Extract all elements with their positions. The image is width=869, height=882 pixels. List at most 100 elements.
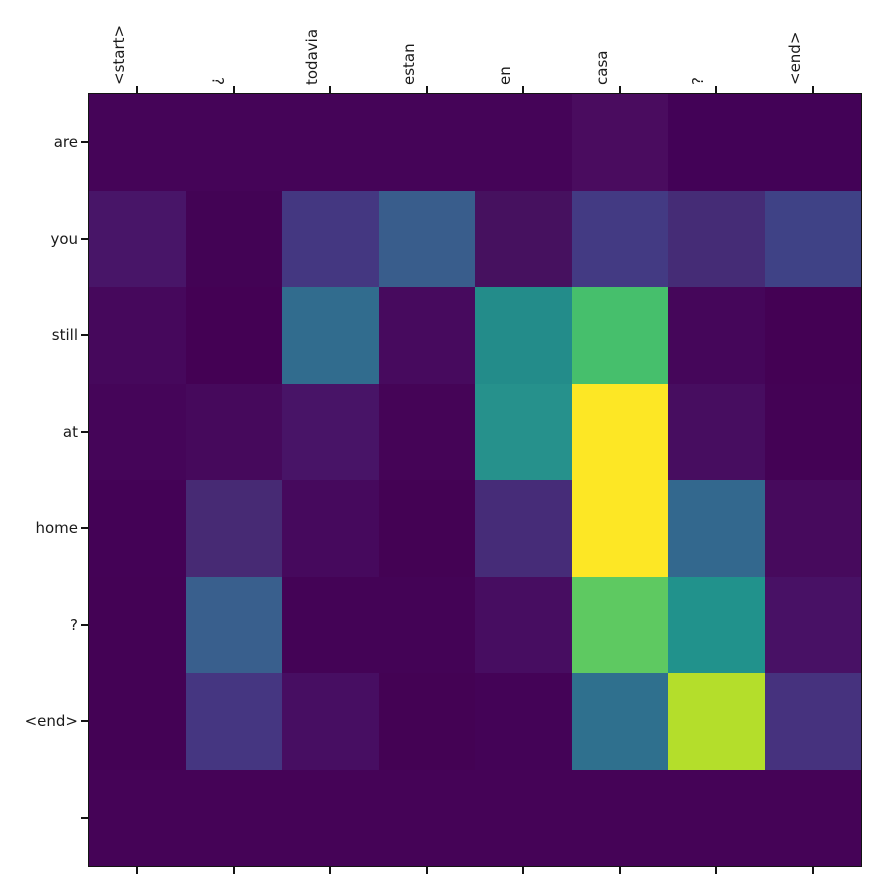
y-tick-label: [0, 809, 78, 827]
heatmap-cell: [571, 190, 668, 287]
heatmap-cell: [668, 190, 765, 287]
heatmap-cell: [282, 383, 379, 480]
axis-tick: [81, 430, 88, 433]
axis-tick: [811, 867, 814, 874]
heatmap-cell: [378, 287, 475, 384]
heatmap-cell: [764, 190, 861, 287]
heatmap-cell: [378, 673, 475, 770]
heatmap-cell: [185, 287, 282, 384]
y-tick-label: ?: [70, 615, 78, 634]
y-tick-label: are: [53, 133, 78, 152]
x-tick-label: casa: [592, 50, 611, 85]
axis-tick: [81, 720, 88, 723]
heatmap-cell: [89, 769, 186, 866]
heatmap-cell: [89, 287, 186, 384]
heatmap-cell: [668, 383, 765, 480]
heatmap-cell: [378, 480, 475, 577]
heatmap-cell: [378, 769, 475, 866]
heatmap-cell: [764, 480, 861, 577]
axis-tick: [425, 86, 428, 93]
axis-tick: [136, 86, 139, 93]
axis-tick: [81, 237, 88, 240]
x-tick-label: ?: [689, 77, 708, 85]
axis-tick: [81, 141, 88, 144]
heatmap-cell: [89, 94, 186, 191]
x-tick-label: en: [496, 66, 515, 85]
axis-tick: [81, 527, 88, 530]
heatmap-cell: [764, 383, 861, 480]
heatmap-cell: [764, 94, 861, 191]
heatmap-cell: [378, 576, 475, 673]
heatmap-cell: [668, 94, 765, 191]
axis-tick: [425, 867, 428, 874]
x-tick-label: todavia: [303, 28, 322, 85]
heatmap-cell: [668, 480, 765, 577]
x-tick-label: ¿: [206, 77, 225, 85]
heatmap-cell: [571, 480, 668, 577]
heatmap-cell: [378, 190, 475, 287]
heatmap-cell: [571, 383, 668, 480]
axis-tick: [81, 334, 88, 337]
heatmap-cell: [668, 673, 765, 770]
heatmap-cell: [571, 673, 668, 770]
axis-tick: [329, 867, 332, 874]
heatmap-cell: [475, 673, 572, 770]
heatmap-cell: [89, 190, 186, 287]
axis-tick: [618, 86, 621, 93]
y-tick-label: you: [50, 229, 78, 248]
heatmap-cell: [185, 769, 282, 866]
heatmap-cell: [185, 480, 282, 577]
axis-tick: [522, 867, 525, 874]
heatmap-cell: [185, 94, 282, 191]
y-tick-label: <end>: [24, 712, 78, 731]
heatmap-cell: [764, 673, 861, 770]
y-tick-label: home: [35, 519, 78, 538]
heatmap-cell: [475, 190, 572, 287]
heatmap-cell: [282, 769, 379, 866]
heatmap-cell: [668, 576, 765, 673]
axis-tick: [81, 623, 88, 626]
axis-tick: [715, 867, 718, 874]
heatmap-cell: [282, 480, 379, 577]
heatmap-cell: [282, 576, 379, 673]
heatmap-plot-area: [88, 93, 862, 867]
heatmap-cell: [89, 576, 186, 673]
heatmap-cell: [282, 190, 379, 287]
axis-tick: [811, 86, 814, 93]
heatmap-cell: [475, 769, 572, 866]
heatmap-cell: [185, 673, 282, 770]
heatmap-cell: [89, 673, 186, 770]
x-tick-label: <start>: [110, 24, 129, 85]
heatmap-cell: [475, 94, 572, 191]
heatmap-cell: [89, 383, 186, 480]
y-tick-label: at: [62, 422, 78, 441]
axis-tick: [329, 86, 332, 93]
heatmap-cell: [764, 769, 861, 866]
heatmap-cell: [475, 480, 572, 577]
axis-tick: [232, 86, 235, 93]
heatmap-cell: [764, 287, 861, 384]
axis-tick: [136, 867, 139, 874]
heatmap-cell: [89, 480, 186, 577]
heatmap-cell: [475, 576, 572, 673]
heatmap-cell: [668, 769, 765, 866]
heatmap-cell: [282, 94, 379, 191]
x-tick-label: estan: [399, 43, 418, 85]
axis-tick: [618, 867, 621, 874]
heatmap-cell: [185, 190, 282, 287]
heatmap-cell: [571, 576, 668, 673]
heatmap-cell: [571, 94, 668, 191]
heatmap-cell: [668, 287, 765, 384]
heatmap-cell: [571, 769, 668, 866]
heatmap-cell: [475, 383, 572, 480]
heatmap-cell: [378, 94, 475, 191]
axis-tick: [81, 816, 88, 819]
x-tick-label: <end>: [785, 31, 804, 85]
axis-tick: [232, 867, 235, 874]
heatmap-cell: [185, 383, 282, 480]
heatmap-cell: [764, 576, 861, 673]
heatmap-cell: [378, 383, 475, 480]
heatmap-cell: [282, 673, 379, 770]
heatmap-cell: [475, 287, 572, 384]
